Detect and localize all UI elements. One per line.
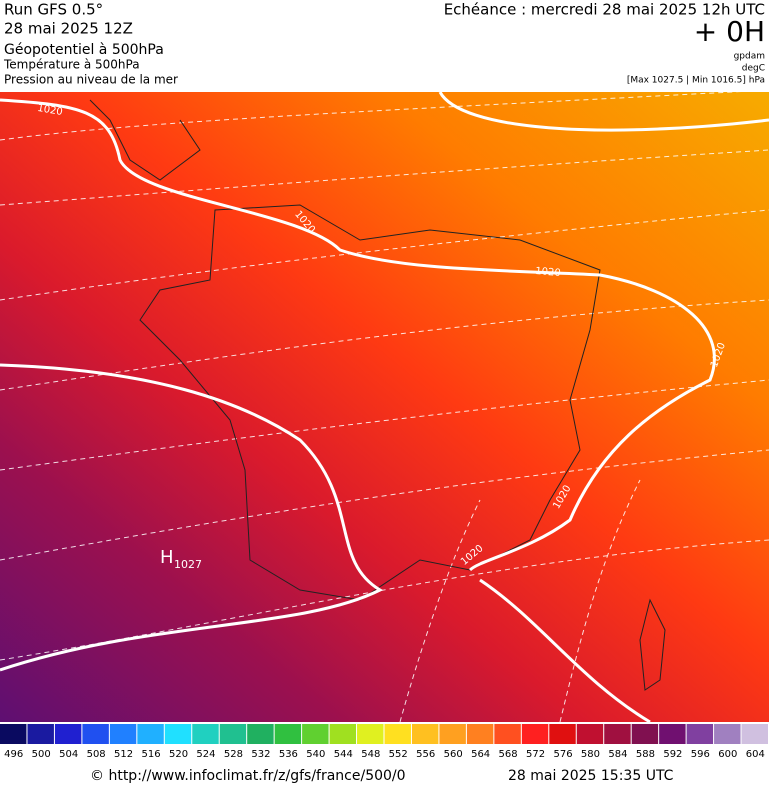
scale-label: 544 (334, 749, 353, 760)
scale-swatch (302, 724, 329, 744)
scale-swatch (714, 724, 741, 744)
scale-label: 552 (389, 749, 408, 760)
scale-label: 548 (361, 749, 380, 760)
scale-label: 584 (608, 749, 627, 760)
scale-swatch (576, 724, 604, 744)
scale-label: 572 (526, 749, 545, 760)
scale-label: 512 (114, 749, 133, 760)
scale-label: 592 (663, 749, 682, 760)
scale-label: 504 (59, 749, 78, 760)
scale-label: 500 (32, 749, 51, 760)
scale-label: 600 (718, 749, 737, 760)
scale-label: 508 (87, 749, 106, 760)
forecast-offset: + 0H (694, 15, 765, 48)
scale-label: 588 (636, 749, 655, 760)
isobars (0, 91, 769, 724)
scale-label: 568 (499, 749, 518, 760)
field-pressure: Pression au niveau de la mer (4, 73, 178, 87)
high-value: 1027 (174, 558, 202, 571)
run-title: Run GFS 0.5° (4, 1, 103, 19)
scale-swatch (109, 724, 137, 744)
scale-label: 576 (553, 749, 572, 760)
scale-swatch (411, 724, 439, 744)
scale-swatch (604, 724, 631, 744)
scale-label: 536 (279, 749, 298, 760)
map-background (0, 92, 769, 722)
scale-swatch (521, 724, 549, 744)
isobar-label: 1020 (36, 103, 63, 118)
scale-swatch (27, 724, 54, 744)
scale-label: 540 (306, 749, 325, 760)
run-date: 28 mai 2025 12Z (4, 20, 133, 38)
generated-time: 28 mai 2025 15:35 UTC (508, 768, 674, 784)
scale-label: 524 (196, 749, 215, 760)
scale-label: 532 (251, 749, 270, 760)
scale-swatch (82, 724, 109, 744)
high-letter: H (160, 547, 174, 568)
source-url: © http://www.infoclimat.fr/z/gfs/france/… (90, 768, 406, 784)
scale-swatch (439, 724, 466, 744)
scale-label: 520 (169, 749, 188, 760)
isotherms (0, 89, 769, 723)
scale-swatch (549, 724, 576, 744)
unit-geopotential: gpdam (734, 52, 765, 62)
scale-swatch (0, 724, 27, 744)
scale-swatch (164, 724, 192, 744)
scale-swatch (247, 724, 274, 744)
scale-swatch (466, 724, 494, 744)
scale-label: 560 (444, 749, 463, 760)
field-geopotential: Géopotentiel à 500hPa (4, 42, 164, 58)
scale-swatch (54, 724, 82, 744)
scale-swatch (494, 724, 521, 744)
scale-label: 528 (224, 749, 243, 760)
scale-label: 516 (142, 749, 161, 760)
color-scale: 496 500 504 508 512 516 520 524 528 532 536 540 544 5… (0, 724, 768, 760)
pressure-range: [Max 1027.5 | Min 1016.5] hPa (627, 76, 765, 86)
scale-label: 604 (746, 749, 765, 760)
forecast-time: Echéance : mercredi 28 mai 2025 12h UTC (444, 1, 765, 19)
scale-label: 580 (581, 749, 600, 760)
scale-swatch (384, 724, 411, 744)
unit-temperature: degC (742, 64, 765, 74)
field-temperature: Température à 500hPa (3, 58, 140, 72)
scale-swatch (659, 724, 686, 744)
scale-label: 596 (691, 749, 710, 760)
scale-swatch (274, 724, 302, 744)
scale-swatch (631, 724, 659, 744)
scale-swatch (686, 724, 714, 744)
scale-swatch (219, 724, 247, 744)
isobar-label: 1020 (535, 266, 561, 279)
scale-label: 564 (471, 749, 490, 760)
scale-label: 556 (416, 749, 435, 760)
scale-swatch (357, 724, 384, 744)
scale-swatch (192, 724, 219, 744)
scale-swatch (329, 724, 357, 744)
scale-swatch (137, 724, 164, 744)
scale-swatch (741, 724, 768, 744)
scale-label: 496 (4, 749, 23, 760)
